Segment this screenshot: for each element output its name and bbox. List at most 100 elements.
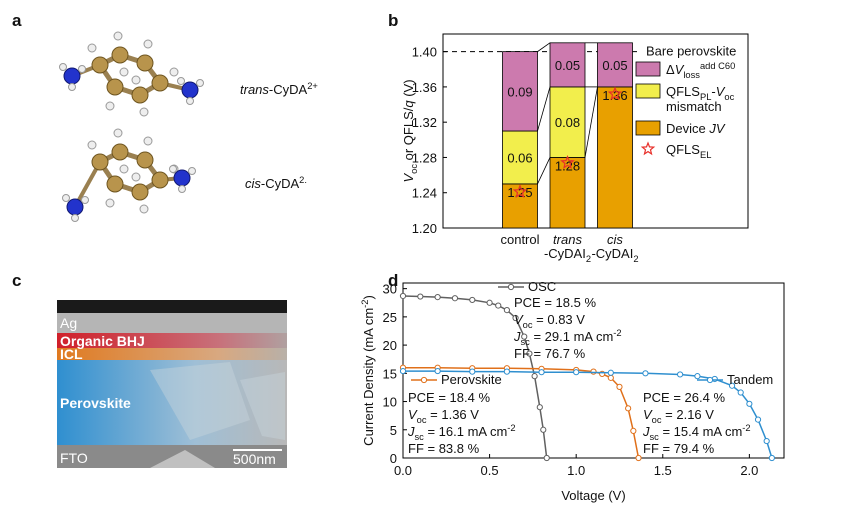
- hydrogen: [119, 164, 129, 174]
- bar-segment: [597, 42, 633, 88]
- panel-label: d: [388, 271, 398, 290]
- text-run: trans: [240, 82, 269, 97]
- hydrogen: [71, 214, 79, 222]
- data-point: [399, 367, 407, 375]
- text-run: V: [514, 312, 524, 327]
- grain: [150, 450, 215, 468]
- legend-marker: [706, 376, 714, 384]
- segment-label: 1.25: [507, 185, 532, 200]
- legend-label: mismatch: [666, 99, 722, 114]
- data-point: [543, 454, 550, 462]
- y-axis-label: Current Density (mA cm-2): [360, 295, 376, 446]
- sem-layer: [57, 313, 287, 333]
- text-run: FF = 76.7 %: [514, 346, 586, 361]
- carbon: [106, 78, 124, 96]
- y-tick-label: 1.32: [412, 115, 437, 130]
- annotation: Voc = 2.16 V: [643, 407, 714, 425]
- text-run: QFLS: [666, 142, 700, 157]
- text-run: J: [513, 329, 521, 344]
- data-point: [399, 292, 407, 300]
- text-run: -2: [742, 423, 750, 433]
- layer-label: Perovskite: [60, 395, 131, 411]
- bar-segment: [502, 130, 538, 185]
- y-tick-label: 1.28: [412, 150, 437, 165]
- text-run: = 1.36 V: [427, 407, 480, 422]
- y-tick-label: 30: [383, 282, 397, 297]
- x-tick-label: -CyDAI2: [544, 246, 591, 264]
- legend-swatch: [635, 61, 661, 77]
- legend-swatch: [635, 83, 661, 99]
- text-run: = 15.4 mA cm: [659, 424, 742, 439]
- nitrogen: [63, 67, 81, 85]
- legend-label: QFLSEL: [666, 142, 711, 160]
- bar-segment: [597, 86, 633, 229]
- data-point: [536, 404, 543, 411]
- annotation: Voc = 1.36 V: [408, 407, 479, 425]
- text-run: 2: [586, 254, 591, 264]
- data-point: [676, 371, 684, 378]
- text-run: loss: [683, 70, 700, 80]
- data-point: [495, 302, 502, 309]
- legend-marker: [507, 283, 515, 291]
- text-run: oc: [724, 92, 734, 102]
- connector: [584, 86, 598, 158]
- bar-segment: [549, 86, 586, 158]
- carbon: [111, 143, 129, 161]
- annotation: FF = 83.8 %: [408, 441, 480, 456]
- legend-label: Tandem: [727, 372, 773, 387]
- legend-label: OSC: [528, 279, 556, 294]
- text-run: Voltage (V): [561, 488, 625, 503]
- sem-image: Ag Organic BHJ ICL Perovskite FTO 500nm: [57, 300, 287, 468]
- x-tick-label: trans: [553, 232, 582, 247]
- data-point: [607, 369, 614, 376]
- y-tick-label: 25: [383, 310, 397, 325]
- panel-label: b: [388, 11, 398, 30]
- text-run: ): [361, 295, 376, 299]
- sem-layer: [57, 333, 287, 348]
- y-tick-label: 1.40: [412, 45, 437, 60]
- connector: [537, 86, 551, 132]
- hydrogen: [188, 167, 196, 175]
- text-run: V: [401, 173, 416, 183]
- plot-frame: [442, 33, 749, 229]
- text-run: add C60: [700, 61, 735, 71]
- text-run: EL: [700, 150, 711, 160]
- data-point: [763, 437, 770, 445]
- hydrogen: [196, 79, 204, 87]
- nitrogen: [66, 198, 84, 216]
- annotation: PCE = 18.4 %: [408, 390, 490, 405]
- text-run: PCE = 18.4 %: [408, 390, 490, 405]
- hydrogen: [59, 63, 67, 71]
- text-run: q: [401, 100, 416, 108]
- y-axis-label: Voc or QFLS/q (V): [401, 79, 419, 182]
- data-point: [635, 454, 642, 462]
- data-point: [754, 416, 762, 423]
- data-point: [746, 400, 753, 407]
- text-run: oc: [417, 415, 427, 425]
- bar-segment: [502, 183, 538, 229]
- y-tick-label: 5: [390, 423, 397, 438]
- layer-label: ICL: [60, 346, 83, 362]
- data-point: [503, 368, 511, 375]
- text-run: trans: [553, 232, 582, 247]
- data-point: [590, 368, 597, 375]
- carbon: [111, 46, 129, 64]
- segment-label: 0.05: [602, 58, 627, 73]
- text-run: V: [408, 407, 418, 422]
- data-point: [434, 367, 441, 375]
- data-point: [503, 306, 511, 314]
- legend-marker: [420, 376, 428, 384]
- text-run: cis: [245, 176, 261, 191]
- text-run: V: [675, 62, 685, 77]
- hydrogen: [139, 204, 149, 214]
- connector: [537, 157, 551, 185]
- qfls-el-marker: [607, 86, 623, 101]
- reference-label: Bare perovskite: [646, 44, 736, 59]
- text-run: -2: [507, 423, 515, 433]
- y-tick-label: 0: [390, 451, 397, 466]
- text-run: -CyDA: [269, 82, 308, 97]
- qfls-el-marker: [560, 155, 575, 169]
- hydrogen: [177, 77, 185, 85]
- hydrogen: [87, 43, 97, 53]
- data-point: [521, 333, 528, 340]
